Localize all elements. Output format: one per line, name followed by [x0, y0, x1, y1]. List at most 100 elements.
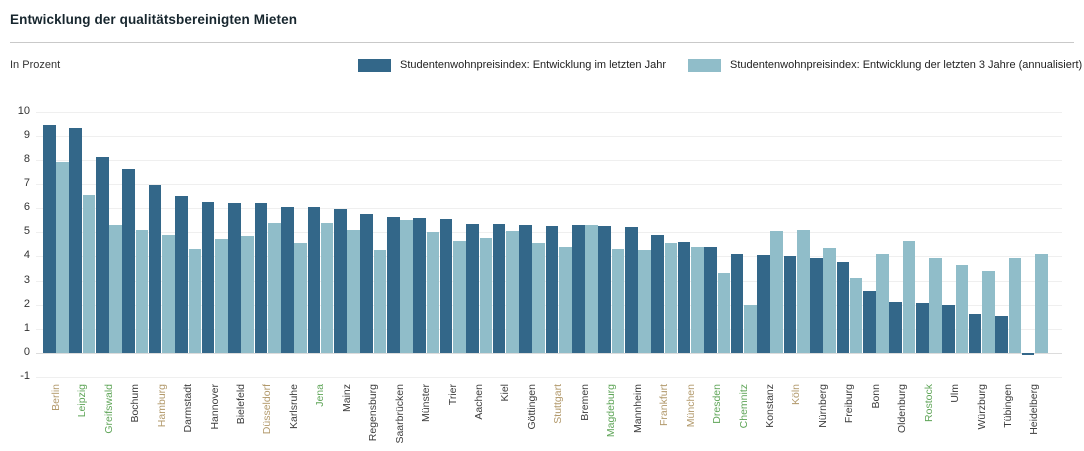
bar-3-years-Ulm	[955, 264, 969, 353]
x-label-Würzburg: Würzburg	[975, 384, 988, 430]
bar-3-years-Heidelberg	[1034, 253, 1048, 353]
legend-label: Studentenwohnpreisindex: Entwicklung im …	[400, 59, 666, 71]
gridline-y-8	[36, 159, 1062, 161]
bar-3-years-Bremen	[585, 225, 598, 353]
bar-3-years-Regensburg	[373, 250, 387, 353]
bar-3-years-Freiburg	[849, 278, 863, 353]
bar-3-years-Chemnitz	[744, 304, 757, 353]
bar-3-years-Hannover	[215, 239, 228, 353]
bar-last-year-Münster	[413, 217, 426, 353]
bar-last-year-Magdeburg	[598, 226, 612, 353]
bar-last-year-Konstanz	[757, 255, 770, 353]
bar-3-years-Rostock	[929, 257, 942, 353]
x-label-Jena: Jena	[314, 384, 327, 407]
x-label-Mannheim: Mannheim	[631, 384, 644, 434]
gridline-y-0	[36, 353, 1062, 354]
x-label-Bremen: Bremen	[578, 384, 591, 421]
bar-last-year-Frankfurt	[651, 234, 665, 353]
bar-last-year-Tübingen	[995, 315, 1008, 353]
bar-3-years-Saarbrücken	[400, 220, 413, 353]
bar-3-years-Bochum	[135, 229, 149, 353]
bar-3-years-Magdeburg	[611, 249, 625, 353]
bar-last-year-Jena	[307, 206, 321, 353]
bar-last-year-Darmstadt	[175, 196, 188, 353]
bar-last-year-Aachen	[466, 223, 479, 353]
bar-last-year-Freiburg	[836, 262, 850, 353]
bar-last-year-Ulm	[942, 304, 955, 353]
x-label-Münster: Münster	[420, 384, 433, 422]
bar-last-year-Bochum	[122, 169, 136, 353]
y-tick-label-3: 3	[23, 273, 30, 286]
legend-item-last-year: Studentenwohnpreisindex: Entwicklung im …	[358, 57, 666, 73]
y-tick-label--1: -1	[20, 370, 30, 383]
bar-3-years-Oldenburg	[902, 240, 916, 353]
bar-last-year-Bielefeld	[228, 203, 241, 353]
y-tick-label-0: 0	[23, 346, 30, 358]
bar-last-year-München	[677, 241, 691, 353]
bar-3-years-Dresden	[717, 273, 731, 353]
gridline-y-6	[36, 208, 1062, 210]
x-label-Heidelberg: Heidelberg	[1028, 384, 1041, 435]
x-label-Köln: Köln	[790, 384, 803, 406]
x-label-Rostock: Rostock	[922, 384, 935, 422]
bar-last-year-Greifswald	[95, 157, 109, 353]
bar-last-year-Düsseldorf	[254, 203, 268, 353]
bar-last-year-Karlsruhe	[281, 206, 294, 353]
bar-last-year-Göttingen	[519, 225, 532, 353]
bar-last-year-Würzburg	[968, 314, 982, 353]
x-label-Aachen: Aachen	[473, 384, 485, 420]
bar-last-year-Rostock	[915, 303, 929, 353]
bar-3-years-Greifswald	[109, 225, 122, 353]
bar-3-years-Düsseldorf	[267, 222, 281, 353]
bar-last-year-Berlin	[43, 124, 56, 353]
bar-last-year-Oldenburg	[889, 302, 903, 353]
bar-3-years-Köln	[796, 229, 810, 353]
bar-3-years-Münster	[426, 232, 440, 353]
x-label-Mainz: Mainz	[340, 384, 353, 413]
y-tick-label-4: 4	[23, 249, 30, 262]
bar-last-year-Bremen	[572, 225, 585, 353]
bar-last-year-Stuttgart	[545, 226, 559, 353]
x-label-Bonn: Bonn	[869, 384, 882, 409]
x-axis-category-labels: Berlin Leipzig Greifswald Bochum Hamburg Darm…	[0, 384, 1084, 451]
bar-3-years-Trier	[453, 240, 466, 353]
x-label-Oldenburg: Oldenburg	[896, 384, 909, 434]
x-label-Göttingen: Göttingen	[525, 384, 538, 430]
bar-3-years-Tübingen	[1008, 257, 1022, 353]
gridline-y-9	[36, 135, 1062, 137]
x-label-Leipzig: Leipzig	[76, 384, 89, 418]
y-tick-label-5: 5	[23, 225, 30, 238]
y-axis-units-label: In Prozent	[10, 59, 61, 71]
gridline-y-10	[36, 111, 1062, 113]
bar-last-year-Kiel	[492, 223, 506, 353]
bar-last-year-Köln	[783, 256, 797, 353]
x-label-Hannover: Hannover	[208, 384, 221, 430]
y-tick-label-8: 8	[23, 152, 30, 165]
bar-3-years-Jena	[320, 222, 334, 353]
y-tick-label-2: 2	[23, 297, 30, 310]
bar-3-years-Mainz	[347, 229, 360, 353]
bar-3-years-München	[691, 246, 704, 353]
bar-last-year-Dresden	[704, 246, 717, 353]
x-label-Hamburg: Hamburg	[155, 384, 168, 428]
bar-3-years-Konstanz	[770, 231, 784, 353]
x-label-Tübingen: Tübingen	[1002, 384, 1014, 428]
bar-3-years-Göttingen	[532, 243, 546, 353]
legend-swatch-dark-blue	[358, 58, 391, 72]
x-label-München: München	[684, 384, 697, 428]
bar-3-years-Hamburg	[162, 234, 175, 353]
bar-3-years-Nürnberg	[823, 247, 837, 353]
x-label-Frankfurt: Frankfurt	[658, 384, 671, 427]
y-tick-label-1: 1	[23, 321, 30, 334]
bar-3-years-Darmstadt	[188, 249, 202, 353]
x-label-Ulm: Ulm	[949, 384, 962, 403]
bar-3-years-Bielefeld	[241, 235, 255, 353]
bar-3-years-Stuttgart	[558, 246, 572, 353]
x-label-Karlsruhe: Karlsruhe	[287, 384, 300, 429]
bar-3-years-Berlin	[56, 162, 69, 353]
x-label-Chemnitz: Chemnitz	[737, 384, 750, 429]
bar-last-year-Saarbrücken	[386, 216, 400, 353]
bar-last-year-Trier	[439, 218, 453, 353]
bar-3-years-Karlsruhe	[294, 243, 308, 353]
